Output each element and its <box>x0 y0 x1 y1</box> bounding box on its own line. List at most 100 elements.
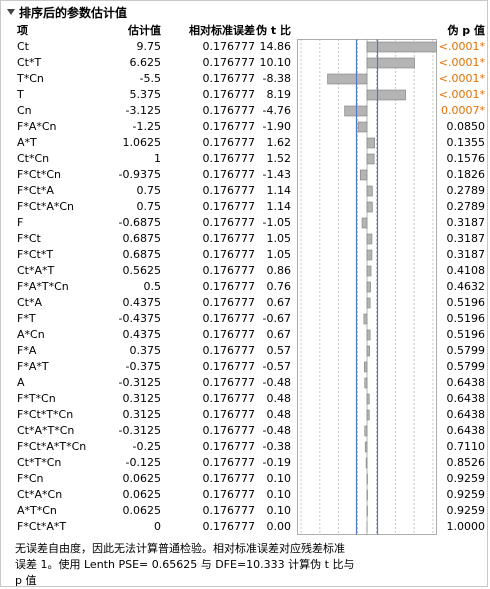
se-cell: 0.176777 <box>202 344 256 357</box>
chart-bar <box>364 377 368 389</box>
se-cell: 0.176777 <box>202 328 256 341</box>
chart-bar <box>366 57 415 69</box>
t-ratio-cell: 0.76 <box>266 280 292 293</box>
term-cell: Ct <box>17 40 29 53</box>
t-ratio-cell: 0.48 <box>266 392 292 405</box>
p-value-cell: 0.5196 <box>446 312 486 325</box>
estimate-cell: 6.625 <box>129 56 162 69</box>
se-cell: 0.176777 <box>202 232 256 245</box>
disclosure-triangle-icon[interactable] <box>7 9 15 15</box>
t-ratio-cell: 0.10 <box>266 488 292 501</box>
term-cell: F*Ct <box>17 232 41 245</box>
t-ratio-cell: -0.38 <box>262 440 291 453</box>
se-cell: 0.176777 <box>202 168 256 181</box>
se-cell: 0.176777 <box>202 152 256 165</box>
p-value-cell: 0.6438 <box>446 424 486 437</box>
t-ratio-cell: 0.10 <box>266 472 292 485</box>
estimate-cell: 0.6875 <box>122 232 162 245</box>
term-cell: F*A*T*Cn <box>17 280 69 293</box>
chart-bar <box>366 345 370 357</box>
term-cell: A <box>17 376 25 389</box>
estimate-cell: -3.125 <box>125 104 161 117</box>
term-cell: Ct*Cn <box>17 152 50 165</box>
table-row: F*Ct*T 0.6875 0.176777 1.05 0.3187 <box>17 247 487 263</box>
estimate-cell: 0.6875 <box>122 248 162 261</box>
t-ratio-cell: 1.14 <box>266 184 292 197</box>
term-cell: F*A <box>17 344 37 357</box>
estimate-cell: 0.75 <box>136 184 162 197</box>
estimate-cell: 0.75 <box>136 200 162 213</box>
p-value-cell: 0.0007* <box>441 104 485 117</box>
chart-bar <box>365 457 368 469</box>
t-ratio-cell: -0.67 <box>262 312 291 325</box>
chart-bar <box>364 361 368 373</box>
estimate-cell: -0.4375 <box>118 312 161 325</box>
p-value-cell: 0.1576 <box>446 152 486 165</box>
se-cell: 0.176777 <box>202 104 256 117</box>
p-value-cell: 0.5196 <box>446 296 486 309</box>
p-value-cell: 0.1826 <box>446 168 486 181</box>
p-value-cell: 0.4108 <box>446 264 486 277</box>
term-cell: Ct*T*Cn <box>17 456 62 469</box>
estimate-cell: 0.3125 <box>122 392 162 405</box>
p-value-cell: 0.1355 <box>446 136 486 149</box>
chart-bar <box>366 89 406 101</box>
p-value-cell: <.0001* <box>438 56 485 69</box>
se-cell: 0.176777 <box>202 456 256 469</box>
se-cell: 0.176777 <box>202 360 256 373</box>
table-row: Ct 9.75 0.176777 14.86 <.0001* <box>17 39 487 55</box>
t-ratio-cell: 1.62 <box>266 136 292 149</box>
se-cell: 0.176777 <box>202 248 256 261</box>
term-cell: A*T <box>17 136 37 149</box>
chart-bar <box>366 201 373 213</box>
estimate-cell: 1.0625 <box>122 136 162 149</box>
table-row: F*A 0.375 0.176777 0.57 0.5799 <box>17 343 487 359</box>
se-cell: 0.176777 <box>202 200 256 213</box>
table-row: Ct*T*Cn -0.125 0.176777 -0.19 0.8526 <box>17 455 487 471</box>
chart-bar <box>366 233 373 245</box>
estimate-cell: 0.0625 <box>122 488 162 501</box>
term-cell: F*T*Cn <box>17 392 56 405</box>
t-ratio-cell: -0.48 <box>262 424 291 437</box>
estimate-cell: -0.125 <box>125 456 161 469</box>
table-row: F*A*T*Cn 0.5 0.176777 0.76 0.4632 <box>17 279 487 295</box>
t-ratio-cell: -1.90 <box>262 120 291 133</box>
chart-bar <box>366 409 370 421</box>
p-value-cell: 0.5799 <box>446 344 486 357</box>
term-cell: F*T <box>17 312 36 325</box>
term-cell: F <box>17 216 24 229</box>
header-estimate: 估计值 <box>128 24 161 37</box>
table-row: A -0.3125 0.176777 -0.48 0.6438 <box>17 375 487 391</box>
table-row: F*Ct*A*T*Cn -0.25 0.176777 -0.38 0.7110 <box>17 439 487 455</box>
estimate-cell: 1 <box>154 152 161 165</box>
term-cell: F*A*Cn <box>17 120 57 133</box>
se-cell: 0.176777 <box>202 280 256 293</box>
t-ratio-cell: 1.05 <box>266 232 292 245</box>
p-value-cell: 0.7110 <box>446 440 486 453</box>
estimate-cell: 0.4375 <box>122 328 162 341</box>
p-value-cell: 0.8526 <box>446 456 486 469</box>
se-cell: 0.176777 <box>202 264 256 277</box>
footnote-line-1: 无误差自由度，因此无法计算普通检验。相对标准误差对应残差标准 <box>15 542 345 555</box>
header-se: 相对标准误差 <box>189 24 255 37</box>
term-cell: F*Ct*A*Cn <box>17 200 74 213</box>
table-row: Cn -3.125 0.176777 -4.76 0.0007* <box>17 103 487 119</box>
se-cell: 0.176777 <box>202 504 256 517</box>
se-cell: 0.176777 <box>202 56 256 69</box>
p-value-cell: 0.4632 <box>446 280 486 293</box>
table-row: F*Ct*T*Cn 0.3125 0.176777 0.48 0.6438 <box>17 407 487 423</box>
table-row: Ct*Cn 1 0.176777 1.52 0.1576 <box>17 151 487 167</box>
chart-bar <box>364 441 368 453</box>
term-cell: Ct*A <box>17 296 43 309</box>
t-ratio-cell: 14.86 <box>259 40 292 53</box>
p-value-cell: 0.9259 <box>446 472 486 485</box>
table-row: F*Ct*A*Cn 0.75 0.176777 1.14 0.2789 <box>17 199 487 215</box>
term-cell: Ct*A*T*Cn <box>17 424 75 437</box>
table-row: T 5.375 0.176777 8.19 <.0001* <box>17 87 487 103</box>
p-value-cell: 0.6438 <box>446 408 486 421</box>
t-ratio-cell: 0.67 <box>266 296 292 309</box>
chart-bar <box>366 265 372 277</box>
chart-bar <box>366 393 370 405</box>
table-row: F*Ct*Cn -0.9375 0.176777 -1.43 0.1826 <box>17 167 487 183</box>
term-cell: T*Cn <box>17 72 44 85</box>
